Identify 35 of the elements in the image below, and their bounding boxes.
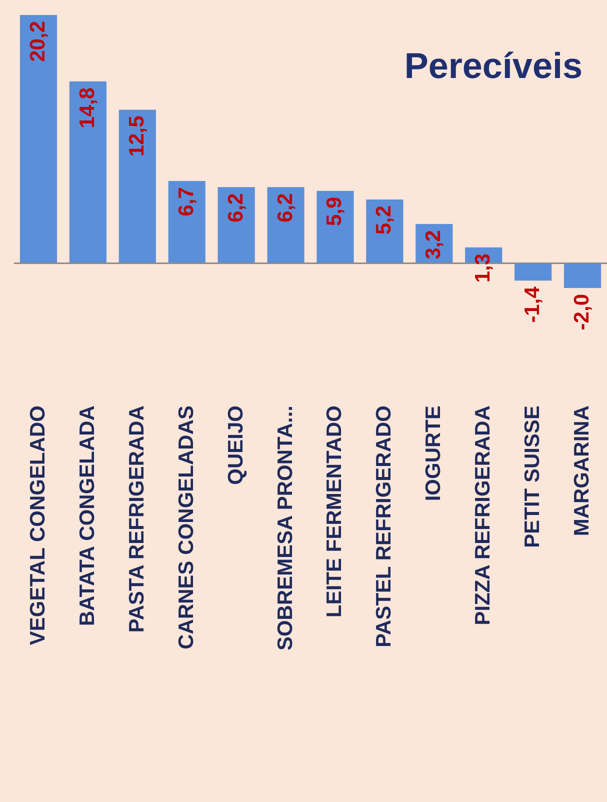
x-tick-label: CARNES CONGELADAS: [174, 406, 198, 650]
x-tick-label: SOBREMESA PRONTA...: [274, 406, 297, 651]
bar: [267, 187, 304, 264]
x-tick-label: PASTEL REFRIGERADO: [372, 406, 396, 648]
bar: [69, 81, 106, 264]
x-tick-label: PIZZA REFRIGERADA: [472, 406, 495, 626]
data-label: 6,7: [174, 187, 198, 216]
bar: [514, 263, 552, 281]
data-label: -1,4: [521, 286, 544, 323]
bar: [168, 181, 206, 264]
x-tick-label: IOGURTE: [422, 406, 446, 502]
data-label: 5,2: [372, 205, 396, 235]
text: Perecíveis: [404, 45, 582, 86]
x-tick-label: MARGARINA: [570, 406, 594, 536]
x-tick-label: VEGETAL CONGELADO: [26, 406, 50, 646]
bar: [564, 263, 602, 288]
data-label: 12,5: [125, 115, 148, 157]
data-label: 6,2: [274, 193, 297, 222]
bar: [218, 187, 255, 264]
x-tick-label: BATATA CONGELADA: [76, 406, 99, 626]
data-label: 20,2: [26, 21, 50, 62]
x-tick-label: QUEIJO: [224, 406, 248, 485]
x-tick-label: PASTA REFRIGERADA: [125, 406, 148, 633]
bar: [366, 199, 404, 264]
data-label: 3,2: [422, 230, 446, 260]
bar: [20, 15, 58, 264]
data-label: 6,2: [224, 193, 248, 222]
data-label: 1,3: [472, 253, 495, 283]
data-label: 5,9: [323, 196, 346, 226]
data-label: -2,0: [570, 294, 594, 330]
x-tick-label: LEITE FERMENTADO: [323, 406, 346, 618]
bar: [118, 110, 156, 264]
bar: [316, 190, 354, 264]
x-tick-label: PETIT SUISSE: [521, 406, 544, 548]
data-label: 14,8: [76, 87, 99, 128]
